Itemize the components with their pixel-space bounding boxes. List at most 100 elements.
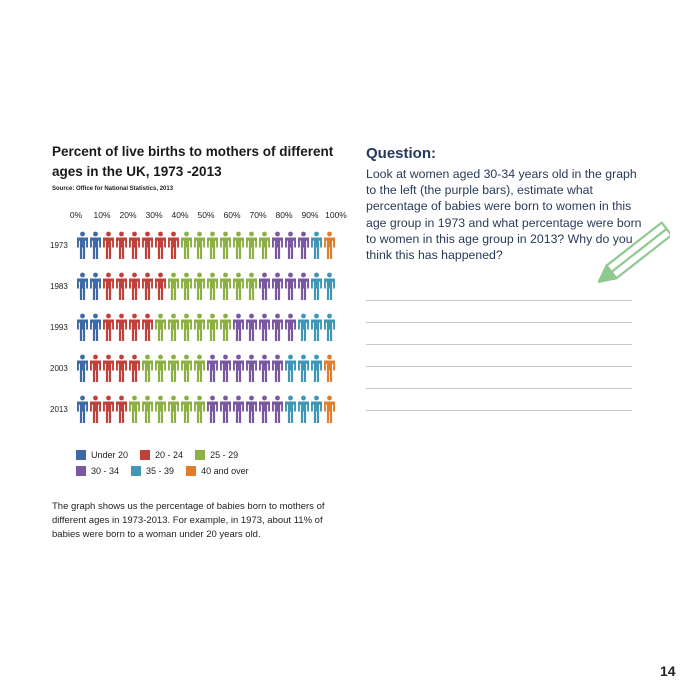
x-tick-label: 50% <box>197 210 214 220</box>
person-figure <box>298 313 309 341</box>
person-figure <box>272 395 283 423</box>
legend-item-40-and-over: 40 and over <box>186 466 249 476</box>
person-figure <box>168 395 179 423</box>
chart-source: Source: Office for National Statistics, … <box>52 186 174 192</box>
x-tick-label: 60% <box>223 210 240 220</box>
person-figure <box>90 231 101 259</box>
person-figure <box>259 231 270 259</box>
row-label: 1983 <box>50 282 68 291</box>
person-figure <box>142 231 153 259</box>
person-figure <box>181 354 192 382</box>
person-figure <box>181 231 192 259</box>
person-figure <box>181 395 192 423</box>
person-figure <box>77 354 88 382</box>
person-figure <box>285 272 296 300</box>
person-figure <box>194 354 205 382</box>
legend-item-under-20: Under 20 <box>76 450 128 460</box>
person-figure <box>285 395 296 423</box>
legend-label: 30 - 34 <box>91 466 120 476</box>
person-figure <box>90 354 101 382</box>
person-figure <box>194 395 205 423</box>
person-figure <box>77 395 88 423</box>
person-figure <box>168 354 179 382</box>
row-label: 2003 <box>50 364 68 373</box>
person-figure <box>129 231 140 259</box>
legend-item-25-29: 25 - 29 <box>195 450 238 460</box>
person-figure <box>168 231 179 259</box>
person-figure <box>272 354 283 382</box>
person-figure <box>142 272 153 300</box>
chart-legend: Under 20 20 - 24 25 - 29 30 - 34 35 - 39… <box>76 450 286 476</box>
person-figure <box>272 231 283 259</box>
legend-swatch <box>76 450 86 460</box>
legend-item-35-39: 35 - 39 <box>131 466 174 476</box>
legend-item-20-24: 20 - 24 <box>140 450 183 460</box>
x-tick-label: 80% <box>275 210 292 220</box>
person-figure <box>298 354 309 382</box>
page-number: 14 <box>660 663 676 679</box>
question-heading: Question: <box>366 145 436 162</box>
person-figure <box>116 272 127 300</box>
answer-line <box>366 366 632 367</box>
person-figure <box>220 354 231 382</box>
person-figure <box>298 231 309 259</box>
person-figure <box>142 395 153 423</box>
person-figure <box>90 272 101 300</box>
person-figure <box>129 272 140 300</box>
person-figure <box>116 313 127 341</box>
person-figure <box>142 354 153 382</box>
legend-swatch <box>186 466 197 476</box>
person-figure <box>220 313 231 341</box>
person-figure <box>194 231 205 259</box>
chart-description: The graph shows us the percentage of bab… <box>52 501 325 540</box>
person-figure <box>246 231 257 259</box>
pictogram-chart: 0% 10% 20% 30% 40% 50% 60% 70% 80% 90% 100% 1973 198… <box>50 210 347 423</box>
answer-line <box>366 300 632 301</box>
x-tick-label: 0% <box>70 210 83 220</box>
answer-line <box>366 322 632 323</box>
legend-swatch <box>76 466 86 476</box>
person-figure <box>246 272 257 300</box>
person-figure <box>155 395 166 423</box>
person-figure <box>103 395 114 423</box>
person-figure <box>207 231 218 259</box>
person-figure <box>272 272 283 300</box>
person-figure <box>246 395 257 423</box>
person-figure <box>77 313 88 341</box>
person-figure <box>311 231 322 259</box>
person-figure <box>324 395 335 423</box>
person-figure <box>233 354 244 382</box>
pencil-icon <box>597 221 670 283</box>
legend-swatch <box>140 450 151 460</box>
person-figure <box>116 231 127 259</box>
chart-title: Percent of live births to mothers of dif… <box>52 144 334 179</box>
x-tick-label: 20% <box>119 210 136 220</box>
person-figure <box>233 313 244 341</box>
person-figure <box>259 354 270 382</box>
person-figure <box>220 395 231 423</box>
person-figure <box>155 354 166 382</box>
legend-swatch <box>131 466 142 476</box>
person-figure <box>259 313 270 341</box>
person-figure <box>298 272 309 300</box>
person-figure <box>116 395 127 423</box>
person-figure <box>220 272 231 300</box>
x-tick-label: 90% <box>301 210 318 220</box>
person-figure <box>116 354 127 382</box>
person-figure <box>207 354 218 382</box>
person-figure <box>285 313 296 341</box>
person-figure <box>168 272 179 300</box>
person-figure <box>233 395 244 423</box>
person-figure <box>77 231 88 259</box>
person-figure <box>77 272 88 300</box>
person-figure <box>285 231 296 259</box>
answer-line <box>366 388 632 389</box>
person-figure <box>155 231 166 259</box>
person-figure <box>233 231 244 259</box>
legend-swatch <box>195 450 206 460</box>
person-figure <box>103 354 114 382</box>
person-figure <box>90 313 101 341</box>
legend-label: 25 - 29 <box>210 450 239 460</box>
row-label: 1973 <box>50 241 68 250</box>
legend-item-30-34: 30 - 34 <box>76 466 119 476</box>
